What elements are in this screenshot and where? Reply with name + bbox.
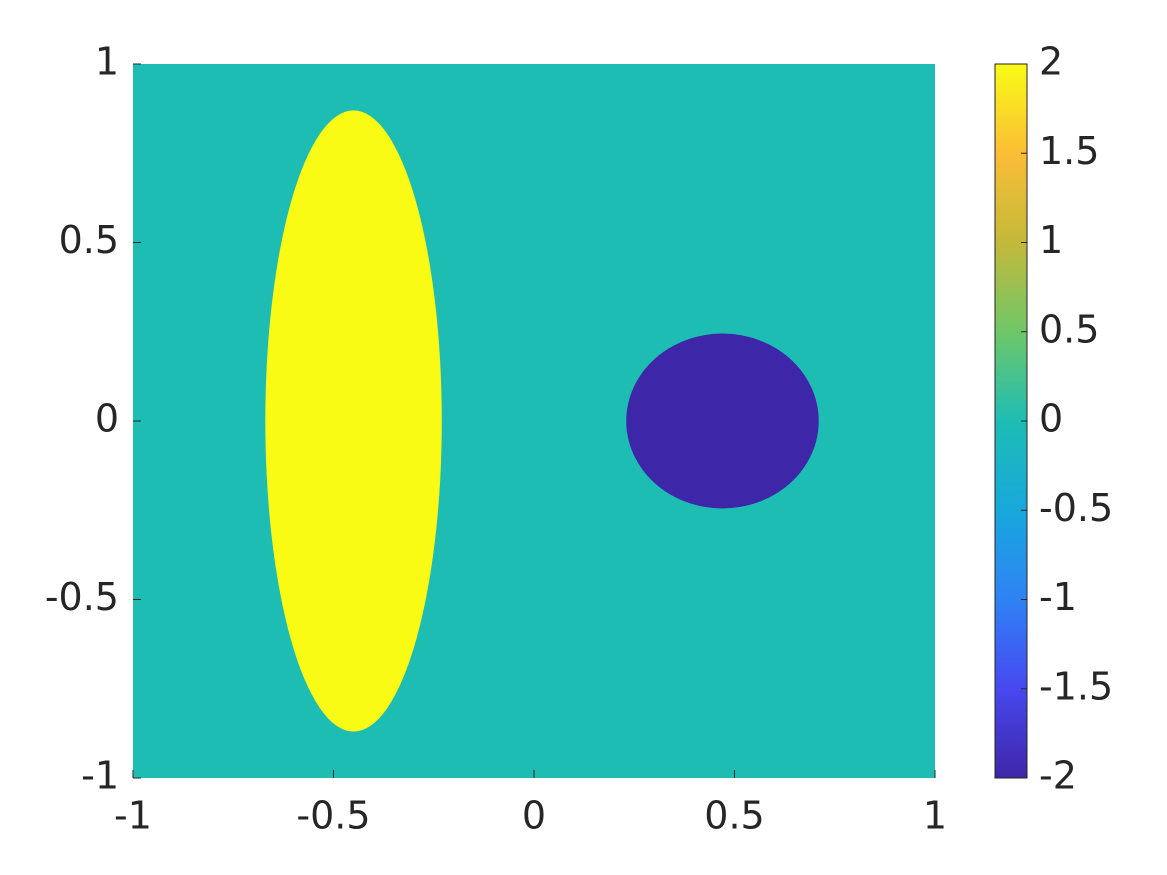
x-tick-label: -1 (114, 794, 152, 838)
plot-area (133, 64, 935, 778)
x-tick-label: 0.5 (704, 794, 764, 838)
colorbar-tick-label: -2 (1039, 754, 1077, 798)
colorbar-tick-label: 1.5 (1039, 129, 1099, 173)
colorbar-tick-label: -0.5 (1039, 486, 1113, 530)
x-tick-label: 1 (923, 794, 947, 838)
colorbar-tick-label: 0.5 (1039, 307, 1099, 351)
heatmap-region (265, 110, 442, 732)
x-tick-label: 0 (522, 794, 546, 838)
colorbar-tick-label: -1.5 (1039, 664, 1113, 708)
y-tick-label: -1 (81, 754, 119, 798)
colorbar-tick-label: 2 (1039, 40, 1063, 84)
x-tick-label: -0.5 (296, 794, 370, 838)
colorbar-tick-label: -1 (1039, 575, 1077, 619)
heatmap-region (626, 333, 819, 509)
y-tick-label: 0.5 (59, 218, 119, 262)
y-tick-label: 1 (95, 40, 119, 84)
y-tick-label: 0 (95, 397, 119, 441)
colorbar-tick-label: 0 (1039, 397, 1063, 441)
colorbar-tick-label: 1 (1039, 218, 1063, 262)
y-tick-label: -0.5 (45, 575, 119, 619)
